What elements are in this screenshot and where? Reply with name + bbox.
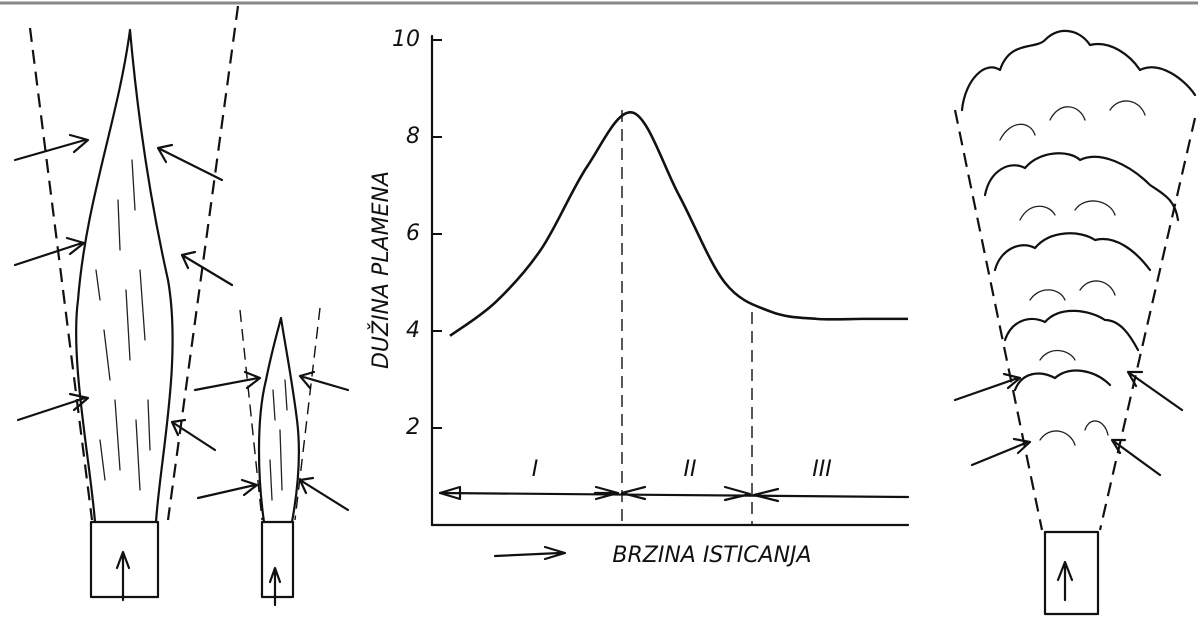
region-axis [438,491,910,499]
x-axis-title: BRZINA ISTICANJA [612,543,811,568]
region-label: I [532,457,539,482]
y-tick-label: 6 [406,221,420,246]
region-label: III [812,457,831,482]
y-axis-title: DUŽINA PLAMENA [368,171,394,369]
large-flame-illustration [13,5,240,602]
chart: I II III DUŽINA PLAMENA BRZINA ISTICANJA… [368,27,910,568]
y-tick-label: 2 [406,415,420,440]
small-flame-illustration [193,307,350,607]
region-label: II [684,457,697,482]
y-tick-label: 8 [406,124,420,149]
x-axis-arrow [493,545,567,561]
curve [449,111,908,337]
y-tick-label: 10 [392,27,420,52]
y-tick-label: 4 [406,318,420,343]
turbulent-flame-illustration [953,29,1197,616]
